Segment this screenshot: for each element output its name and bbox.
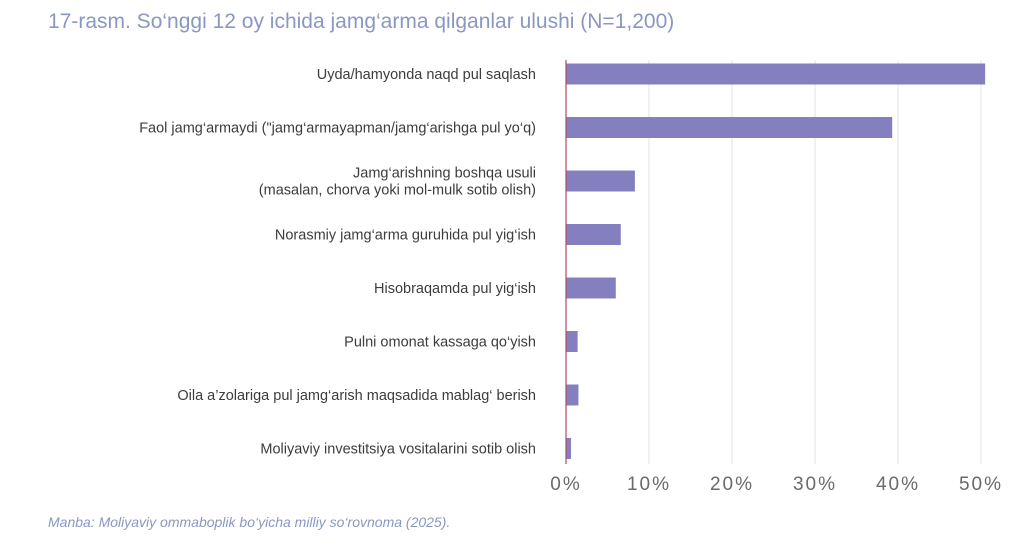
chart-title: 17-rasm. So‘nggi 12 oy ichida jamg‘arma … (48, 10, 675, 33)
category-labels: Uyda/hamyonda naqd pul saqlash Faol jamg‘… (139, 67, 536, 458)
category-label: Pulni omonat kassaga qo‘yish (344, 335, 536, 351)
category-label: Hisobraqamda pul yig‘ish (374, 281, 536, 297)
x-tick-label: 40% (876, 474, 920, 495)
category-label: (masalan, chorva yoki mol-mulk sotib oli… (259, 183, 536, 199)
category-label: Norasmiy jamg‘arma guruhida pul yig‘ish (275, 228, 536, 244)
bar (566, 384, 579, 406)
category-label: Oila a’zolariga pul jamg‘arish maqsadida… (177, 388, 536, 404)
bars (566, 63, 986, 459)
x-tick-labels: 0% 10% 20% 30% 40% 50% (550, 474, 1003, 495)
category-label: Jamg‘arishning boshqa usuli (353, 166, 536, 182)
source-note: Manba: Moliyaviy ommaboplik bo‘yicha mil… (48, 514, 451, 530)
category-label: Faol jamg‘armaydi ("jamg‘armayapman/jamg… (139, 121, 536, 137)
bar (566, 438, 571, 459)
bar (566, 63, 986, 85)
bar (566, 331, 578, 352)
category-label: Uyda/hamyonda naqd pul saqlash (317, 67, 536, 83)
x-tick-label: 30% (793, 474, 837, 495)
x-tick-label: 0% (550, 474, 581, 495)
x-tick-label: 50% (959, 474, 1003, 495)
bar (566, 277, 616, 299)
bar (566, 224, 621, 245)
x-tick-label: 10% (627, 474, 671, 495)
bar (566, 170, 635, 192)
category-label: Moliyaviy investitsiya vositalarini soti… (260, 442, 536, 458)
x-tick-label: 20% (710, 474, 754, 495)
bar (566, 117, 893, 138)
gridlines (648, 60, 982, 464)
